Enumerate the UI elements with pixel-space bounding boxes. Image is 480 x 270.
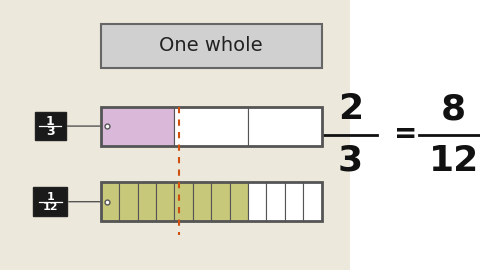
Bar — [101, 107, 322, 146]
Bar — [138, 182, 156, 221]
Bar — [101, 182, 119, 221]
Text: 12: 12 — [43, 202, 58, 212]
Bar — [174, 182, 193, 221]
Bar — [101, 182, 322, 221]
Bar — [119, 182, 138, 221]
Bar — [193, 182, 211, 221]
Text: 8: 8 — [441, 92, 466, 126]
Text: 12: 12 — [429, 144, 479, 178]
Bar — [211, 182, 229, 221]
Bar — [229, 182, 248, 221]
FancyBboxPatch shape — [33, 187, 67, 216]
Text: 2: 2 — [338, 92, 363, 126]
Text: 1: 1 — [46, 115, 55, 128]
Bar — [101, 24, 322, 68]
Bar — [174, 107, 248, 146]
Bar — [266, 182, 285, 221]
Bar — [156, 182, 174, 221]
Bar — [248, 182, 266, 221]
Text: 3: 3 — [338, 144, 363, 178]
FancyBboxPatch shape — [35, 112, 66, 140]
Bar — [101, 107, 174, 146]
Bar — [248, 107, 322, 146]
Text: 3: 3 — [46, 125, 55, 138]
Bar — [303, 182, 322, 221]
Bar — [350, 0, 480, 270]
Text: One whole: One whole — [159, 36, 263, 55]
Bar — [285, 182, 303, 221]
Text: 1: 1 — [47, 192, 54, 202]
Text: =: = — [394, 120, 417, 148]
